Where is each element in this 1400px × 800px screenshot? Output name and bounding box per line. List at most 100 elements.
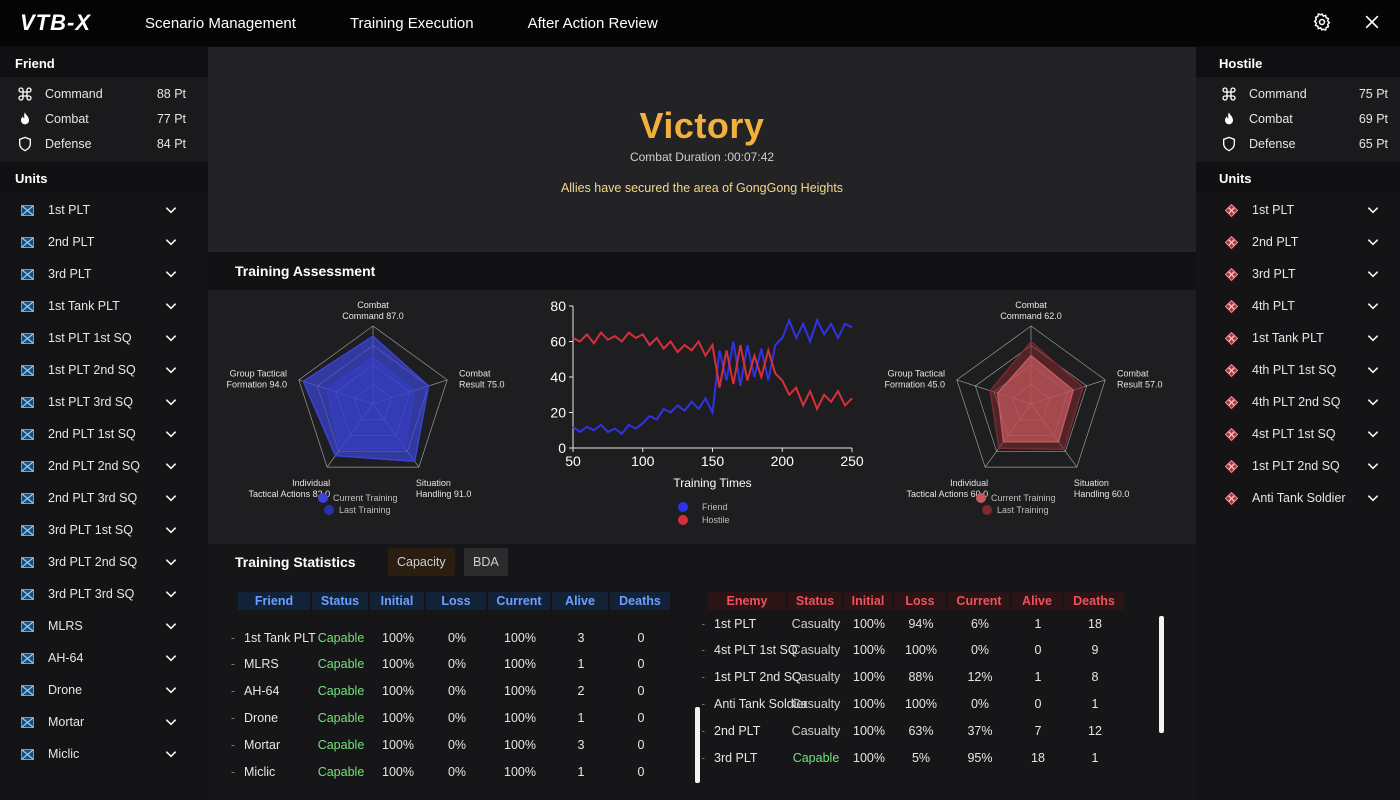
cell-initial: 100% <box>853 750 885 765</box>
nav-scenario-management[interactable]: Scenario Management <box>145 14 296 32</box>
unit-item[interactable]: Drone <box>0 674 208 706</box>
radar-axis-value: Tactical Actions 82.0 <box>249 489 331 499</box>
assessment-title: Training Assessment <box>208 252 1196 290</box>
chevron-down-icon[interactable] <box>164 651 178 665</box>
tab-bda[interactable]: BDA <box>464 548 508 576</box>
chevron-down-icon[interactable] <box>164 619 178 633</box>
cell-alive: 7 <box>1034 723 1042 738</box>
nav-training-execution[interactable]: Training Execution <box>349 14 474 32</box>
enemy-table-scrollbar[interactable] <box>1159 616 1164 733</box>
table-row[interactable]: - Mortar Capable 100% 0% 100% 3 0 <box>228 731 672 758</box>
close-icon[interactable] <box>1362 12 1382 37</box>
unit-item[interactable]: 1st PLT 2nd SQ <box>0 354 208 386</box>
table-row[interactable]: - Miclic Capable 100% 0% 100% 1 0 <box>228 758 672 785</box>
chevron-down-icon[interactable] <box>1366 203 1380 217</box>
unit-item[interactable]: 2nd PLT 3rd SQ <box>0 482 208 514</box>
friend-table-scrollbar[interactable] <box>695 707 700 783</box>
chevron-down-icon[interactable] <box>164 523 178 537</box>
chevron-down-icon[interactable] <box>1366 267 1380 281</box>
chevron-down-icon[interactable] <box>164 459 178 473</box>
chevron-down-icon[interactable] <box>164 427 178 441</box>
unit-item[interactable]: 1st PLT 2nd SQ <box>1196 450 1400 482</box>
point-row-combat: Combat 77 Pt <box>0 106 208 131</box>
table-row[interactable]: - AH-64 Capable 100% 0% 100% 2 0 <box>228 678 672 705</box>
column-header[interactable]: Initial <box>844 592 892 610</box>
cell-initial: 100% <box>382 657 414 672</box>
column-header[interactable]: Status <box>312 592 368 610</box>
unit-item[interactable]: Mortar <box>0 706 208 738</box>
unit-item[interactable]: 1st Tank PLT <box>1196 322 1400 354</box>
chevron-down-icon[interactable] <box>1366 235 1380 249</box>
table-row[interactable]: - Drone Capable 100% 0% 100% 1 0 <box>228 704 672 731</box>
unit-item[interactable]: 1st Tank PLT <box>0 290 208 322</box>
chevron-down-icon[interactable] <box>1366 331 1380 345</box>
table-row[interactable]: -2nd PLT Casualty 100% 63% 37% 7 12 <box>702 717 1126 744</box>
chevron-down-icon[interactable] <box>164 683 178 697</box>
chevron-down-icon[interactable] <box>1366 363 1380 377</box>
chevron-down-icon[interactable] <box>164 555 178 569</box>
chevron-down-icon[interactable] <box>164 267 178 281</box>
chevron-down-icon[interactable] <box>164 203 178 217</box>
unit-item[interactable]: 2nd PLT 1st SQ <box>0 418 208 450</box>
chevron-down-icon[interactable] <box>164 395 178 409</box>
settings-icon[interactable] <box>1312 12 1332 37</box>
unit-item[interactable]: 2nd PLT 2nd SQ <box>0 450 208 482</box>
chevron-down-icon[interactable] <box>164 587 178 601</box>
chevron-down-icon[interactable] <box>164 331 178 345</box>
column-header[interactable]: Initial <box>370 592 424 610</box>
unit-item[interactable]: AH-64 <box>0 642 208 674</box>
chevron-down-icon[interactable] <box>164 491 178 505</box>
column-header[interactable]: Friend <box>238 592 310 610</box>
chevron-down-icon[interactable] <box>164 363 178 377</box>
chevron-down-icon[interactable] <box>164 235 178 249</box>
unit-item[interactable]: Anti Tank Soldier <box>1196 482 1400 514</box>
table-row[interactable]: - MLRS Capable 100% 0% 100% 1 0 <box>228 651 672 678</box>
unit-item[interactable]: 3rd PLT 1st SQ <box>0 514 208 546</box>
nav-after-action-review[interactable]: After Action Review <box>527 14 658 32</box>
cell-name: Miclic <box>244 764 276 779</box>
unit-item[interactable]: 4th PLT 1st SQ <box>1196 354 1400 386</box>
tab-capacity[interactable]: Capacity <box>388 548 455 576</box>
cell-name: 2nd PLT <box>714 723 761 738</box>
column-header[interactable]: Loss <box>426 592 486 610</box>
column-header[interactable]: Alive <box>552 592 608 610</box>
column-header[interactable]: Status <box>788 592 842 610</box>
column-header[interactable]: Enemy <box>708 592 786 610</box>
chevron-down-icon[interactable] <box>1366 459 1380 473</box>
unit-item[interactable]: Miclic <box>0 738 208 770</box>
chevron-down-icon[interactable] <box>164 747 178 761</box>
unit-item[interactable]: 1st PLT 1st SQ <box>0 322 208 354</box>
chevron-down-icon[interactable] <box>1366 395 1380 409</box>
unit-item[interactable]: 3rd PLT <box>0 258 208 290</box>
unit-item[interactable]: 2nd PLT <box>1196 226 1400 258</box>
column-header[interactable]: Deaths <box>1064 592 1124 610</box>
unit-item[interactable]: 1st PLT <box>1196 194 1400 226</box>
unit-item[interactable]: 2nd PLT <box>0 226 208 258</box>
column-header[interactable]: Alive <box>1012 592 1062 610</box>
unit-item[interactable]: 3rd PLT 2nd SQ <box>0 546 208 578</box>
chevron-down-icon[interactable] <box>164 299 178 313</box>
unit-item[interactable]: 4th PLT <box>1196 290 1400 322</box>
unit-item[interactable]: 3rd PLT <box>1196 258 1400 290</box>
unit-item[interactable]: 1st PLT 3rd SQ <box>0 386 208 418</box>
column-header[interactable]: Current <box>488 592 550 610</box>
table-row[interactable]: -1st Tank PLT Capable 100% 0% 100% 3 0 <box>228 624 672 651</box>
unit-item[interactable]: 3rd PLT 3rd SQ <box>0 578 208 610</box>
chevron-down-icon[interactable] <box>164 715 178 729</box>
column-header[interactable]: Deaths <box>610 592 670 610</box>
chevron-down-icon[interactable] <box>1366 299 1380 313</box>
unit-item[interactable]: 1st PLT <box>0 194 208 226</box>
column-header[interactable]: Current <box>948 592 1010 610</box>
unit-item[interactable]: 4th PLT 2nd SQ <box>1196 386 1400 418</box>
chevron-down-icon[interactable] <box>1366 427 1380 441</box>
chevron-down-icon[interactable] <box>1366 491 1380 505</box>
unit-item[interactable]: 4st PLT 1st SQ <box>1196 418 1400 450</box>
column-header[interactable]: Loss <box>894 592 946 610</box>
unit-item[interactable]: MLRS <box>0 610 208 642</box>
table-row[interactable]: -1st PLT Casualty 100% 94% 6% 1 18 <box>702 610 1126 637</box>
table-row[interactable]: -3rd PLT Capable 100% 5% 95% 18 1 <box>702 744 1126 771</box>
cell-current: 100% <box>504 710 536 725</box>
